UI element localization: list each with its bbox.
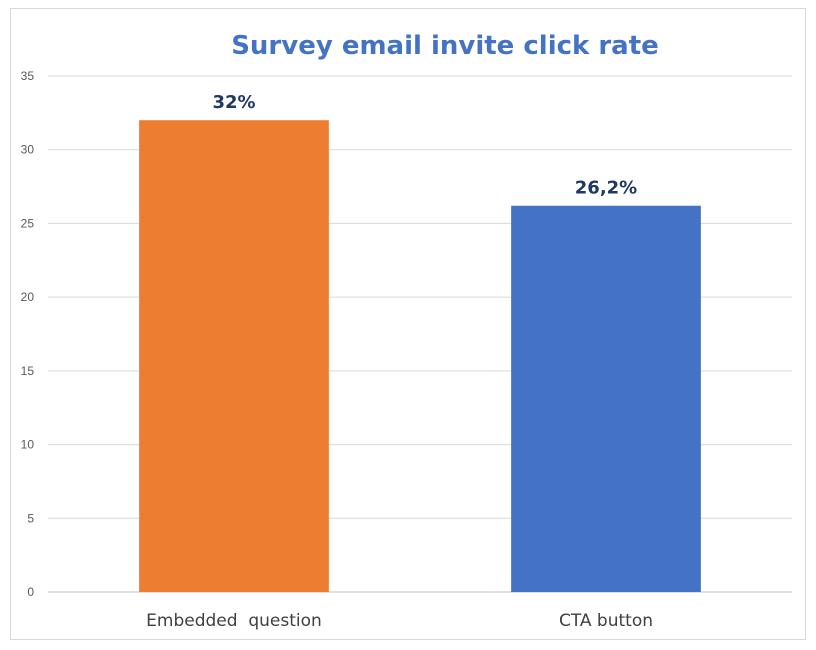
data-labels: 32% 26,2% [212,92,637,199]
bar-2 [511,205,701,593]
data-label: 32% [212,92,255,113]
y-tick-label: 20 [21,290,35,304]
data-label: 26,2% [575,178,637,199]
bars [139,120,701,593]
y-tick-label: 15 [21,364,35,378]
x-axis-categories: Embedded question CTA button [146,611,653,631]
chart-title: Survey email invite click rate [231,31,659,61]
y-axis-ticks: 0 5 10 15 20 25 30 35 [21,69,35,599]
y-tick-label: 30 [21,143,35,157]
y-tick-label: 0 [27,585,34,599]
y-tick-label: 35 [21,69,35,83]
y-tick-label: 10 [21,438,35,452]
bar-1 [139,120,329,592]
x-category-label: Embedded question [146,611,322,631]
x-category-label: CTA button [559,611,653,631]
y-tick-label: 25 [21,216,35,230]
y-tick-label: 5 [27,511,34,525]
